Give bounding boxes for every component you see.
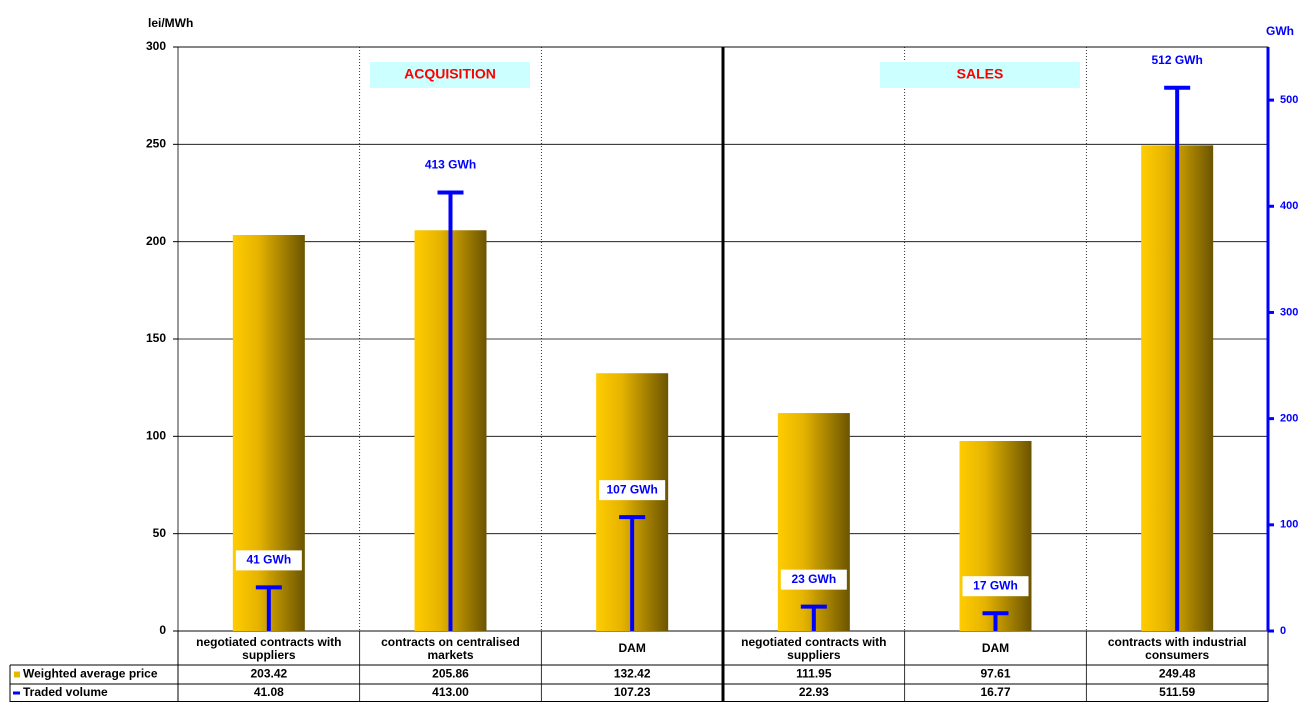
- table-value: 41.08: [254, 685, 284, 699]
- volume-stem: [800, 604, 827, 631]
- legend-label: Weighted average price: [23, 667, 158, 681]
- y-tick-label: 0: [159, 623, 166, 637]
- annotation: ACQUISITION: [404, 66, 496, 82]
- table-value: 132.42: [614, 667, 651, 681]
- data-label: 107 GWh: [606, 482, 657, 496]
- bar: [959, 440, 1032, 631]
- volume-stem: [982, 611, 1009, 631]
- y2-tick-label: 200: [1280, 413, 1298, 425]
- annotation-box: [370, 62, 530, 88]
- y-tick-label: 250: [146, 137, 166, 151]
- y2-tick-label: 100: [1280, 519, 1298, 531]
- legend-swatch: [14, 671, 20, 678]
- y-tick-label: 150: [146, 331, 166, 345]
- legend-label: Traded volume: [23, 685, 108, 699]
- table-value: 22.93: [799, 685, 829, 699]
- table-value: 16.77: [980, 685, 1010, 699]
- y-axis-label: lei/MWh: [148, 16, 193, 30]
- data-label: 512 GWh: [1151, 53, 1202, 67]
- table-value: 413.00: [432, 685, 469, 699]
- x-tick-label: contracts on centralised markets: [381, 634, 520, 662]
- table-value: 111.95: [796, 667, 832, 681]
- y-tick-label: 50: [153, 526, 167, 540]
- annotation: SALES: [957, 66, 1004, 82]
- data-label: 413 GWh: [425, 158, 476, 172]
- bar: [777, 413, 850, 631]
- data-label-box: [417, 155, 484, 176]
- table-value: 511.59: [1159, 685, 1195, 699]
- x-tick-label: DAM: [618, 641, 646, 655]
- annotation-box: [880, 62, 1080, 88]
- table-value: 249.48: [1159, 667, 1196, 681]
- y-tick-label: 100: [146, 429, 166, 443]
- data-label: 17 GWh: [973, 578, 1018, 592]
- y-tick-label: 200: [146, 234, 166, 248]
- data-label-box: [235, 550, 302, 571]
- data-label: 23 GWh: [791, 572, 836, 586]
- y2-tick-label: 300: [1280, 306, 1298, 318]
- table-value: 205.86: [432, 667, 469, 681]
- x-tick-label: negotiated contracts with suppliers: [196, 634, 342, 662]
- bar: [232, 235, 305, 631]
- data-label-box: [1144, 50, 1211, 71]
- data-label-box: [780, 569, 847, 590]
- y2-tick-label: 500: [1280, 94, 1298, 106]
- volume-stem: [619, 515, 646, 631]
- y2-axis-label: GWh: [1266, 24, 1294, 38]
- x-tick-label: contracts with industrial consumers: [1107, 634, 1247, 662]
- table-value: 107.23: [614, 685, 651, 699]
- volume-stem: [437, 190, 464, 631]
- volume-stem: [1164, 85, 1191, 631]
- data-label: 41 GWh: [246, 553, 291, 567]
- y2-tick-label: 400: [1280, 200, 1298, 212]
- data-label-box: [599, 480, 666, 501]
- volume-stem: [255, 585, 282, 631]
- y2-tick-label: 0: [1280, 625, 1286, 637]
- data-label-box: [962, 576, 1029, 597]
- y-tick-label: 300: [146, 39, 166, 53]
- table-value: 203.42: [250, 667, 287, 681]
- x-tick-label: DAM: [981, 641, 1010, 655]
- table-value: 97.61: [980, 667, 1010, 681]
- x-tick-label: negotiated contracts with suppliers: [741, 634, 887, 662]
